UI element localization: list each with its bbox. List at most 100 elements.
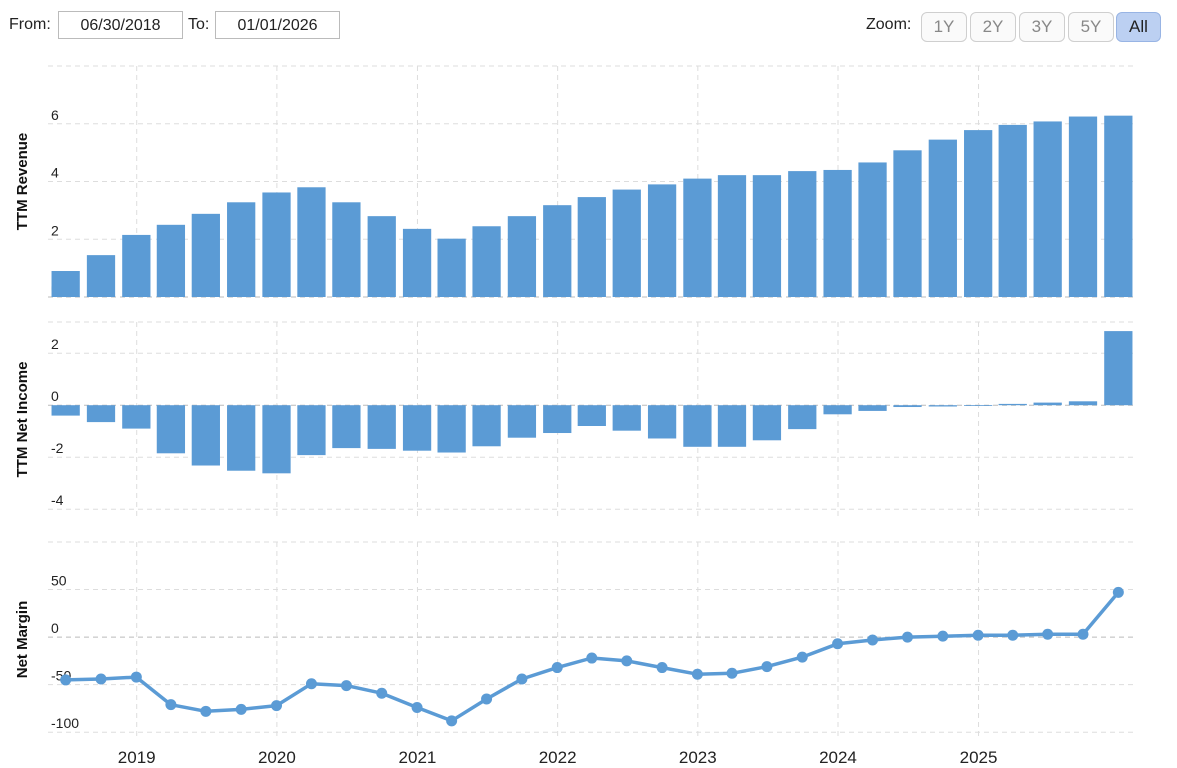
data-point: [586, 652, 598, 664]
bar: [191, 213, 220, 297]
data-point: [1007, 629, 1019, 641]
x-tick-label: 2023: [679, 748, 717, 767]
y-tick-label: 2: [51, 336, 59, 352]
data-point: [411, 702, 423, 714]
bar: [543, 205, 572, 297]
bar: [612, 189, 641, 297]
data-point: [867, 634, 879, 646]
bar: [893, 405, 922, 408]
zoom-3y-button[interactable]: 3Y: [1019, 12, 1065, 42]
y-tick-label: 6: [51, 107, 59, 123]
bar: [683, 405, 712, 447]
y-tick-label: 4: [51, 165, 59, 181]
bar: [577, 197, 606, 297]
bar: [998, 124, 1027, 297]
bar: [858, 405, 887, 411]
bar: [86, 405, 116, 423]
data-point: [621, 655, 633, 667]
bar: [86, 255, 116, 297]
bar: [717, 405, 747, 447]
data-point: [376, 687, 388, 699]
data-point: [832, 638, 844, 650]
bar: [647, 405, 677, 439]
y-tick-label: 0: [51, 388, 59, 404]
bar: [227, 202, 256, 297]
data-point: [972, 629, 984, 641]
bar: [122, 405, 151, 429]
bar: [964, 130, 993, 297]
data-point: [446, 715, 458, 727]
data-point: [761, 661, 773, 673]
to-date-input[interactable]: 01/01/2026: [215, 11, 340, 39]
bar: [1033, 121, 1062, 297]
bar: [752, 405, 782, 441]
bar: [437, 405, 466, 453]
data-point: [516, 673, 528, 685]
bar: [788, 171, 817, 297]
bar: [507, 216, 537, 297]
zoom-5y-button[interactable]: 5Y: [1068, 12, 1114, 42]
zoom-all-button[interactable]: All: [1116, 12, 1161, 42]
x-tick-label: 2021: [399, 748, 437, 767]
data-point: [1112, 586, 1124, 598]
y-tick-label: 50: [51, 573, 67, 589]
bar: [893, 150, 922, 297]
y-tick-label: -2: [51, 440, 64, 456]
bar: [1104, 115, 1133, 297]
data-point: [481, 693, 493, 705]
bar: [1068, 116, 1098, 297]
data-point: [340, 680, 352, 692]
zoom-2y-button[interactable]: 2Y: [970, 12, 1016, 42]
bar: [156, 405, 186, 454]
bar: [122, 234, 151, 297]
data-point: [1042, 628, 1054, 640]
bar: [262, 192, 291, 297]
x-tick-label: 2024: [819, 748, 857, 767]
bar: [367, 216, 396, 297]
x-tick-label: 2025: [960, 748, 998, 767]
chart-toolbar: From: 06/30/2018 To: 01/01/2026 Zoom: 1Y…: [0, 0, 1177, 52]
bar: [402, 405, 432, 451]
data-point: [901, 631, 913, 643]
data-point: [305, 678, 317, 690]
bar: [683, 178, 712, 297]
bar: [928, 139, 957, 297]
data-point: [726, 667, 738, 679]
data-point: [937, 630, 949, 642]
bar: [51, 271, 80, 297]
data-point: [1077, 628, 1089, 640]
data-point: [551, 662, 563, 674]
bar: [1033, 402, 1062, 406]
y-axis-title: Net Margin: [14, 601, 31, 679]
bar: [823, 405, 852, 415]
bar: [156, 224, 186, 297]
bar: [858, 162, 887, 297]
bar: [297, 405, 326, 456]
bar: [1068, 401, 1098, 406]
bar: [472, 405, 501, 447]
y-axis-title: TTM Revenue: [14, 133, 31, 231]
zoom-label: Zoom:: [866, 16, 912, 33]
bar: [297, 187, 326, 297]
x-tick-label: 2019: [118, 748, 156, 767]
bar: [788, 405, 817, 430]
x-tick-label: 2020: [258, 748, 296, 767]
bar: [332, 405, 361, 449]
data-point: [200, 705, 212, 717]
y-axis-title: TTM Net Income: [14, 362, 31, 478]
bar: [507, 405, 537, 438]
data-point: [95, 673, 107, 685]
zoom-1y-button[interactable]: 1Y: [921, 12, 967, 42]
data-point: [130, 671, 142, 683]
bar: [262, 405, 291, 474]
data-point: [165, 699, 177, 711]
y-tick-label: -100: [51, 715, 79, 731]
bar: [717, 175, 747, 297]
data-point: [796, 651, 808, 663]
from-date-input[interactable]: 06/30/2018: [58, 11, 183, 39]
data-point: [235, 703, 247, 715]
bar: [612, 405, 641, 431]
bar: [998, 403, 1027, 406]
bar: [964, 405, 993, 406]
